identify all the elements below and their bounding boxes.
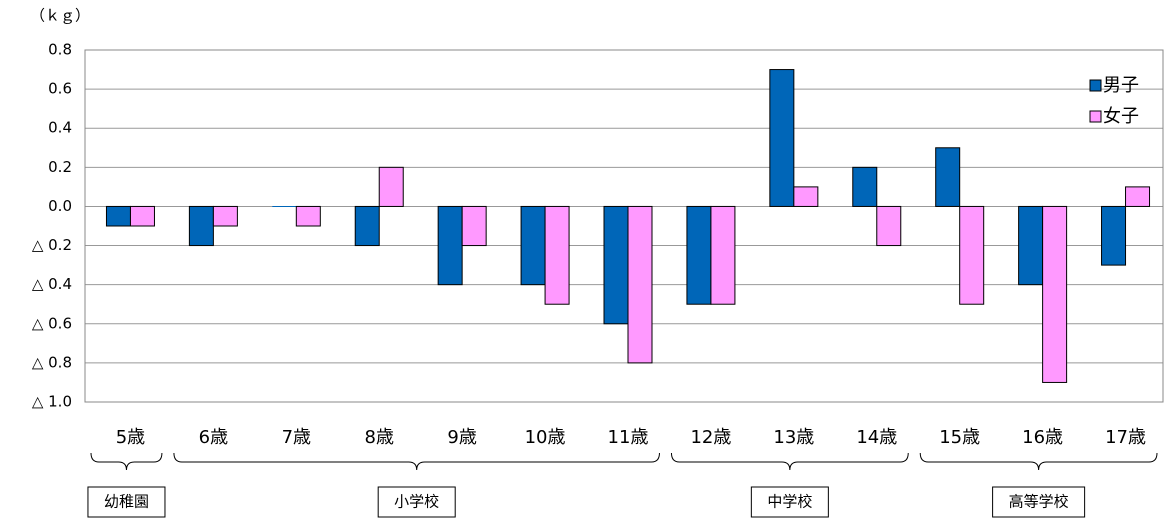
- bar: [793, 186, 819, 207]
- y-tick-label: 0.8: [48, 41, 72, 59]
- x-tick-label: 5歳: [116, 427, 145, 448]
- bar: [769, 69, 795, 207]
- bar: [354, 205, 380, 247]
- x-tick-label: 9歳: [447, 427, 476, 448]
- x-tick-label: 16歳: [1022, 427, 1063, 448]
- group-brace: [173, 452, 660, 471]
- bar: [520, 205, 546, 286]
- group-label: 高等学校: [1009, 493, 1069, 511]
- group-box: [750, 486, 829, 518]
- legend-swatch: [1089, 110, 1102, 123]
- bar: [212, 205, 238, 227]
- bar: [1101, 205, 1127, 266]
- group-box: [87, 486, 166, 518]
- bar: [437, 205, 463, 286]
- x-tick-label: 13歳: [773, 427, 814, 448]
- legend-label: 女子: [1103, 106, 1139, 127]
- bar: [188, 205, 214, 247]
- x-tick-label: 14歳: [856, 427, 897, 448]
- bar: [1042, 205, 1068, 383]
- x-tick-label: 12歳: [690, 427, 731, 448]
- bar: [935, 147, 961, 207]
- bar: [378, 166, 404, 207]
- group-brace: [670, 452, 909, 471]
- plot-border: [84, 49, 1164, 403]
- bar: [1018, 205, 1044, 286]
- x-tick-label: 17歳: [1105, 427, 1146, 448]
- y-tick-label: △ 0.6: [32, 314, 72, 332]
- y-tick-label: △ 0.8: [32, 353, 72, 371]
- unit-label: （ｋｇ）: [30, 7, 90, 25]
- legend-swatch: [1089, 79, 1102, 92]
- x-tick-label: 7歳: [282, 427, 311, 448]
- bar: [603, 205, 629, 325]
- y-tick-label: 0.2: [48, 158, 72, 176]
- bar: [129, 205, 155, 227]
- bar: [959, 205, 985, 305]
- group-brace: [919, 452, 1158, 471]
- group-label: 小学校: [394, 493, 439, 511]
- legend-label: 男子: [1103, 75, 1139, 96]
- group-brace: [90, 452, 163, 471]
- bar: [876, 205, 902, 247]
- bar: [686, 205, 712, 305]
- bar: [1125, 186, 1151, 207]
- bar: [105, 205, 131, 227]
- y-tick-label: 0.6: [48, 80, 72, 98]
- x-tick-label: 10歳: [525, 427, 566, 448]
- bar: [295, 205, 321, 227]
- group-label: 幼稚園: [104, 493, 149, 511]
- y-tick-label: 0.4: [48, 119, 72, 137]
- y-tick-label: △ 1.0: [32, 393, 72, 411]
- y-tick-label: 0.0: [48, 197, 72, 215]
- bar: [627, 205, 653, 364]
- bar: [461, 205, 487, 247]
- group-box: [992, 486, 1086, 518]
- group-box: [377, 486, 456, 518]
- x-tick-label: 15歳: [939, 427, 980, 448]
- group-label: 中学校: [767, 493, 812, 511]
- x-tick-label: 8歳: [365, 427, 394, 448]
- bar: [852, 166, 878, 207]
- bar: [710, 205, 736, 305]
- y-tick-label: △ 0.4: [32, 275, 72, 293]
- x-tick-label: 6歳: [199, 427, 228, 448]
- x-tick-label: 11歳: [608, 427, 649, 448]
- bar: [544, 205, 570, 305]
- y-tick-label: △ 0.2: [32, 236, 72, 254]
